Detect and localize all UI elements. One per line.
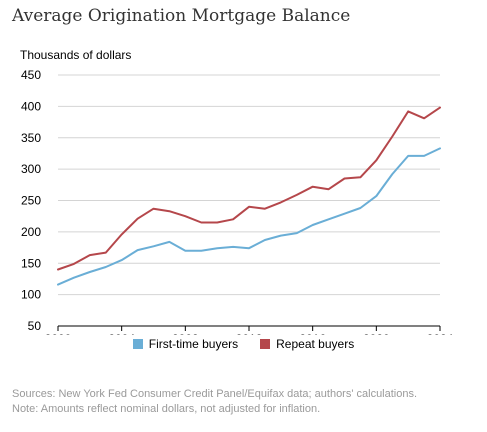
y-axis-label: Thousands of dollars	[20, 48, 132, 62]
legend-label-first-time-buyers: First-time buyers	[148, 337, 239, 351]
legend-label-repeat-buyers: Repeat buyers	[276, 337, 355, 351]
chart-title: Average Origination Mortgage Balance	[12, 6, 351, 26]
y-tick-label-150: 150	[21, 256, 41, 270]
y-tick-label-450: 450	[21, 68, 41, 82]
series-lines	[57, 106, 441, 286]
x-tick-label-2016: 2016	[299, 332, 326, 335]
y-tick-label-400: 400	[21, 99, 41, 113]
footnote: Note: Amounts reflect nominal dollars, n…	[12, 403, 321, 415]
series-line-first-time-buyers	[57, 147, 441, 286]
y-tick-label-300: 300	[21, 162, 41, 176]
y-tick-label-350: 350	[21, 131, 41, 145]
x-tick-label-2020: 2020	[363, 332, 390, 335]
legend-swatch-first-time-buyers	[132, 339, 143, 349]
y-tick-label-100: 100	[21, 288, 41, 302]
y-tick-label-200: 200	[21, 225, 41, 239]
axes: 50 100 150 200 250 300 350 400 450 2000 2004 2008 20…	[21, 68, 454, 335]
gridlines	[58, 74, 440, 296]
x-tick-label-2012: 2012	[236, 332, 263, 335]
x-tick-label-2008: 2008	[172, 332, 199, 335]
x-tick-label-2004: 2004	[108, 332, 135, 335]
x-tick-label-2000: 2000	[45, 332, 72, 335]
legend-swatch-repeat-buyers	[260, 339, 271, 349]
y-tick-label-250: 250	[21, 194, 41, 208]
source-note: Sources: New York Fed Consumer Credit Pa…	[12, 388, 418, 400]
y-tick-label-50: 50	[28, 319, 42, 333]
legend-item-first-time-buyers: First-time buyers	[132, 337, 239, 351]
legend: First-time buyers Repeat buyers	[0, 337, 487, 351]
line-chart: 50 100 150 200 250 300 350 400 450 2000 2004 2008 20…	[21, 68, 454, 335]
x-tick-label-2024: 2024	[427, 332, 454, 335]
series-line-repeat-buyers	[57, 106, 441, 271]
legend-item-repeat-buyers: Repeat buyers	[260, 337, 354, 351]
